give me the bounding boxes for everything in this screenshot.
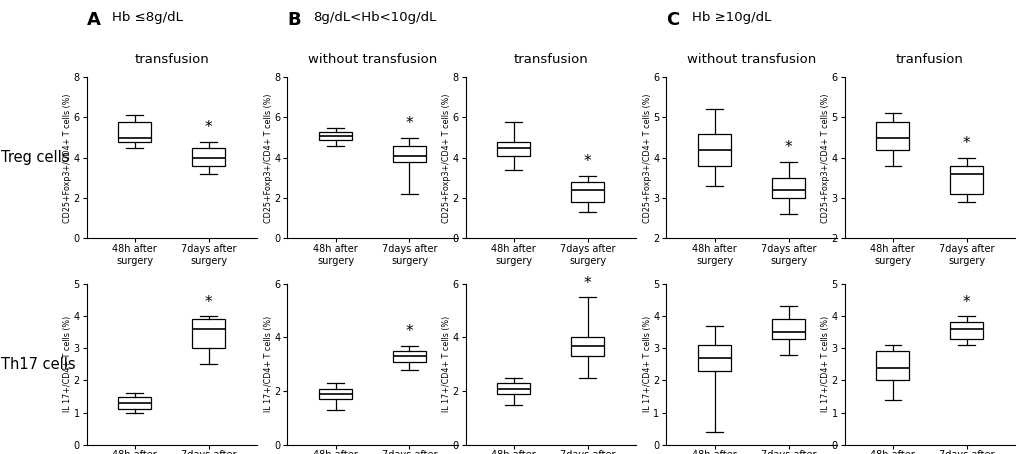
PathPatch shape bbox=[192, 319, 225, 348]
Y-axis label: CD25+Foxp3+/CD4+ T cells (%): CD25+Foxp3+/CD4+ T cells (%) bbox=[820, 93, 829, 222]
Text: *: * bbox=[962, 136, 970, 151]
PathPatch shape bbox=[118, 122, 151, 142]
Text: tranfusion: tranfusion bbox=[895, 53, 963, 66]
Text: *: * bbox=[406, 324, 413, 339]
Y-axis label: CD25+Foxp3+/CD4+ T cells (%): CD25+Foxp3+/CD4+ T cells (%) bbox=[264, 93, 273, 222]
PathPatch shape bbox=[771, 319, 804, 339]
PathPatch shape bbox=[496, 142, 530, 156]
Text: transfusion: transfusion bbox=[135, 53, 209, 66]
Text: *: * bbox=[962, 295, 970, 310]
Text: 8g/dL<Hb<10g/dL: 8g/dL<Hb<10g/dL bbox=[313, 11, 436, 25]
Text: A: A bbox=[87, 11, 101, 30]
Y-axis label: IL 17+/CD4+ T cells (%): IL 17+/CD4+ T cells (%) bbox=[820, 316, 829, 413]
PathPatch shape bbox=[950, 322, 982, 339]
Y-axis label: IL 17+/CD4+ T cells (%): IL 17+/CD4+ T cells (%) bbox=[264, 316, 273, 413]
Y-axis label: CD25+Foxp3+/CD4+ T cells (%): CD25+Foxp3+/CD4+ T cells (%) bbox=[642, 93, 651, 222]
Text: *: * bbox=[205, 295, 212, 310]
PathPatch shape bbox=[875, 351, 909, 380]
Y-axis label: IL 17+/CD4+ T cells (%): IL 17+/CD4+ T cells (%) bbox=[63, 316, 72, 413]
PathPatch shape bbox=[118, 397, 151, 410]
Y-axis label: IL 17+/CD4+ T cells (%): IL 17+/CD4+ T cells (%) bbox=[441, 316, 450, 413]
PathPatch shape bbox=[697, 133, 731, 166]
Text: Hb ≤8g/dL: Hb ≤8g/dL bbox=[112, 11, 182, 25]
PathPatch shape bbox=[875, 122, 909, 150]
PathPatch shape bbox=[392, 146, 426, 162]
Text: without transfusion: without transfusion bbox=[308, 53, 437, 66]
PathPatch shape bbox=[496, 383, 530, 394]
PathPatch shape bbox=[950, 166, 982, 194]
PathPatch shape bbox=[571, 337, 604, 356]
Text: Treg cells: Treg cells bbox=[1, 150, 69, 165]
Text: transfusion: transfusion bbox=[513, 53, 588, 66]
Text: Hb ≥10g/dL: Hb ≥10g/dL bbox=[691, 11, 770, 25]
Y-axis label: CD25+Foxp3+/CD4+ T cells (%): CD25+Foxp3+/CD4+ T cells (%) bbox=[441, 93, 450, 222]
Text: *: * bbox=[205, 120, 212, 135]
Text: *: * bbox=[584, 276, 591, 291]
PathPatch shape bbox=[392, 351, 426, 362]
Text: *: * bbox=[584, 154, 591, 169]
PathPatch shape bbox=[319, 132, 352, 140]
Text: Th17 cells: Th17 cells bbox=[1, 357, 75, 372]
Text: C: C bbox=[665, 11, 679, 30]
Text: *: * bbox=[406, 116, 413, 131]
PathPatch shape bbox=[319, 389, 352, 399]
PathPatch shape bbox=[192, 148, 225, 166]
Text: without transfusion: without transfusion bbox=[686, 53, 815, 66]
Y-axis label: IL 17+/CD4+ T cells (%): IL 17+/CD4+ T cells (%) bbox=[642, 316, 651, 413]
PathPatch shape bbox=[771, 178, 804, 198]
Y-axis label: CD25+Foxp3+/CD4+ T cells (%): CD25+Foxp3+/CD4+ T cells (%) bbox=[63, 93, 72, 222]
PathPatch shape bbox=[697, 345, 731, 371]
Text: B: B bbox=[287, 11, 301, 30]
PathPatch shape bbox=[571, 182, 604, 202]
Text: *: * bbox=[784, 140, 792, 155]
